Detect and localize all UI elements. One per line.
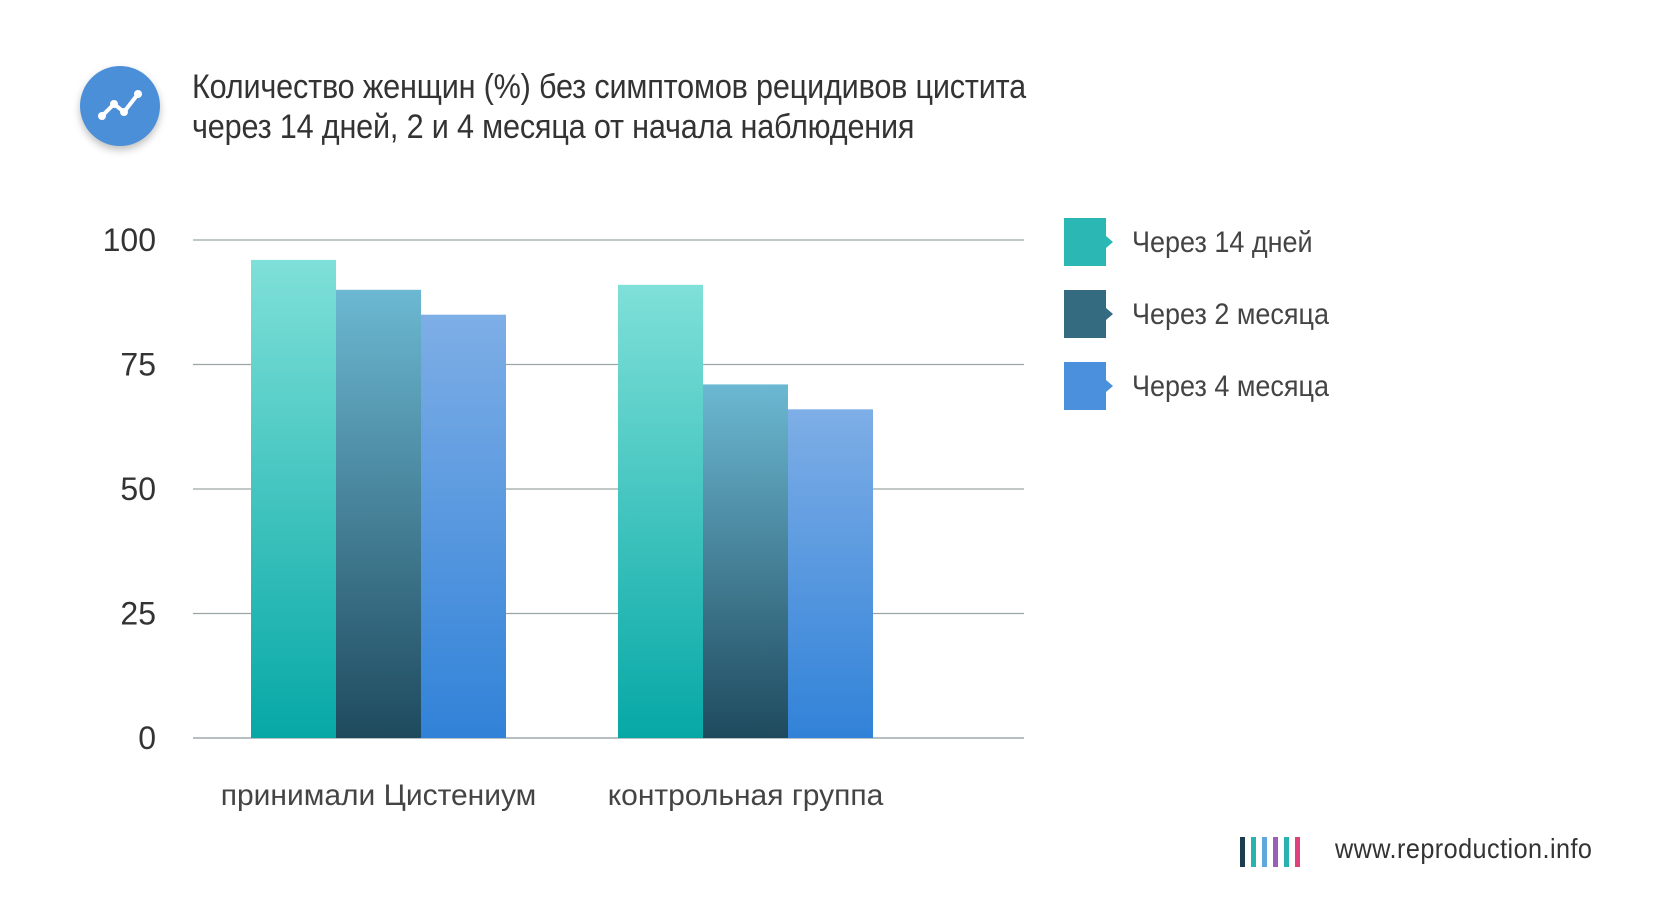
bar-control-2-months (703, 384, 788, 738)
bar-control-14-days (618, 284, 703, 738)
bar-cystenium-14-days (251, 259, 336, 738)
legend-label-14-days: Через 14 дней (1132, 226, 1313, 259)
legend-swatch-2-months (1064, 290, 1113, 338)
legend-swatch-4-months (1064, 362, 1113, 410)
chart-title-line2: через 14 дней, 2 и 4 месяца от начала на… (192, 108, 915, 146)
y-tick-label-50: 50 (120, 471, 156, 507)
y-tick-label-100: 100 (103, 222, 156, 258)
bar-control-4-months (788, 409, 873, 738)
x-category-label-0: принимали Цистениум (221, 779, 537, 812)
legend-label-2-months: Через 2 месяца (1132, 298, 1330, 331)
legend-swatch-14-days (1064, 218, 1113, 266)
line-chart-icon (80, 66, 160, 146)
bar-cystenium-2-months (336, 289, 421, 738)
y-tick-label-75: 75 (120, 347, 156, 383)
y-tick-label-0: 0 (138, 720, 156, 756)
bars (251, 259, 873, 738)
legend-label-4-months: Через 4 месяца (1132, 370, 1330, 403)
site-url: www.reproduction.info (1335, 833, 1593, 864)
axis-labels: 0 25 50 75 100 принимали Цистениум контрольная… (103, 222, 884, 812)
bar-cystenium-4-months (421, 314, 506, 738)
chart-title: Количество женщин (%) без симптомов реци… (192, 67, 1026, 147)
y-tick-label-25: 25 (120, 596, 156, 632)
x-category-label-1: контрольная группа (608, 779, 884, 812)
chart-title-line1: Количество женщин (%) без симптомов реци… (192, 68, 1027, 106)
